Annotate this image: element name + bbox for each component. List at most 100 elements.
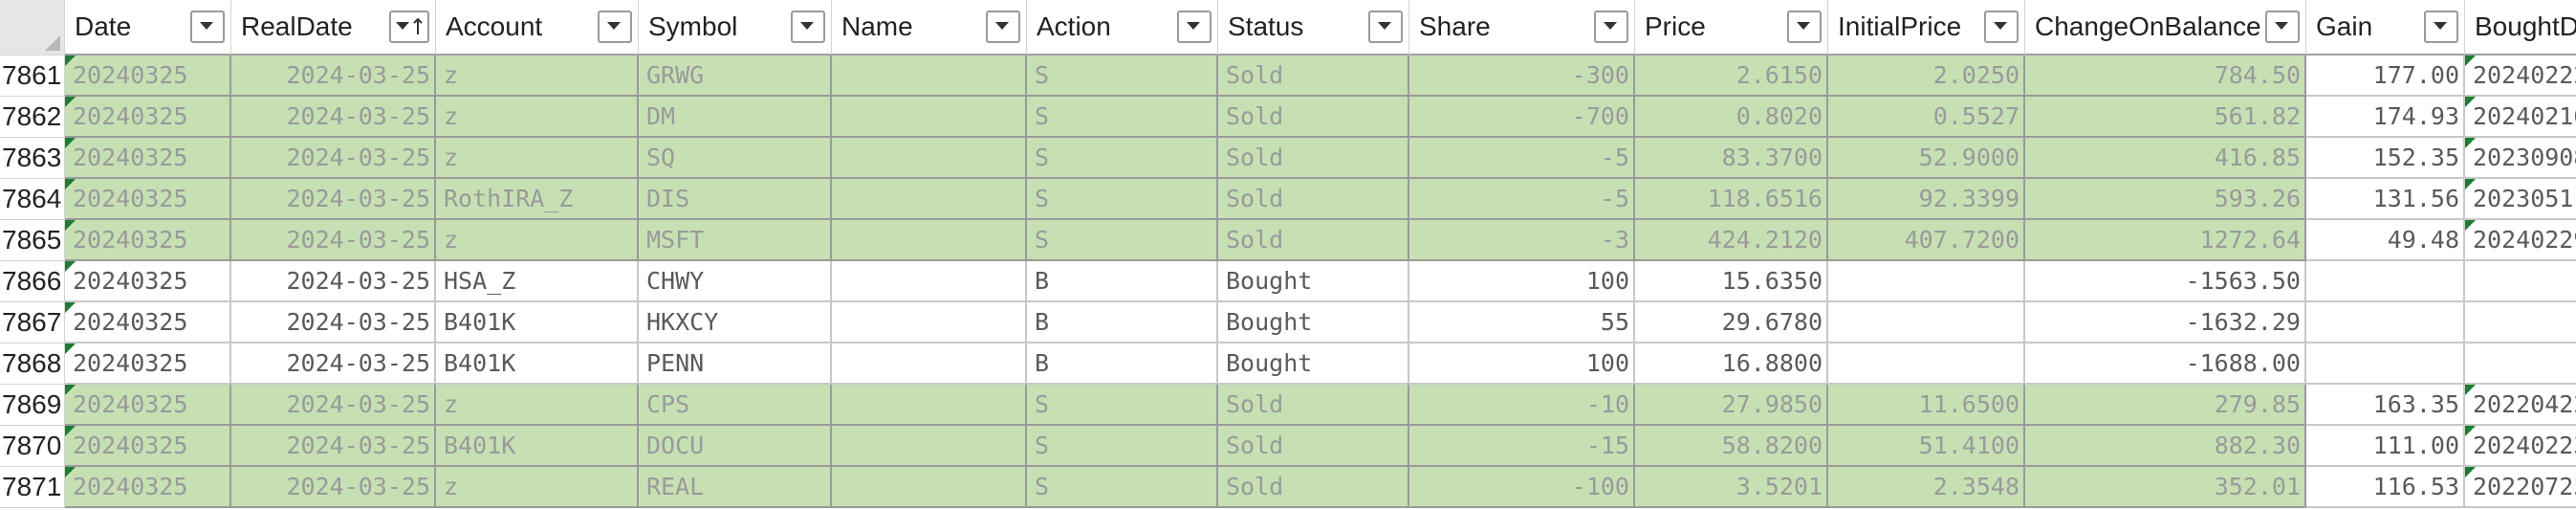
cell-share[interactable]: -3 [1409, 220, 1635, 261]
cell-share[interactable]: 55 [1409, 302, 1635, 344]
cell-initialprice[interactable]: 0.5527 [1828, 97, 2025, 138]
cell-price[interactable]: 15.6350 [1635, 261, 1828, 302]
cell-share[interactable]: -15 [1409, 426, 1635, 467]
cell-action[interactable]: S [1027, 179, 1218, 220]
cell-date[interactable]: 20240325 [65, 467, 231, 508]
row-number[interactable]: 7867 [0, 302, 65, 344]
cell-changeonbalance[interactable]: -1688.00 [2025, 344, 2306, 385]
cell-initialprice[interactable]: 2.3548 [1828, 467, 2025, 508]
cell-date[interactable]: 20240325 [65, 97, 231, 138]
cell-initialprice[interactable]: 11.6500 [1828, 385, 2025, 426]
cell-status[interactable]: Bought [1218, 302, 1409, 344]
cell-action[interactable]: S [1027, 138, 1218, 179]
column-header-realdate[interactable]: RealDate [231, 0, 436, 55]
cell-name[interactable] [832, 138, 1027, 179]
cell-changeonbalance[interactable]: 352.01 [2025, 467, 2306, 508]
cell-boughtdate[interactable]: 20240222 [2465, 55, 2576, 97]
cell-status[interactable]: Sold [1218, 55, 1409, 97]
row-number[interactable]: 7862 [0, 97, 65, 138]
cell-name[interactable] [832, 97, 1027, 138]
cell-gain[interactable]: 163.35 [2306, 385, 2465, 426]
cell-symbol[interactable]: MSFT [639, 220, 832, 261]
cell-status[interactable]: Sold [1218, 220, 1409, 261]
cell-action[interactable]: S [1027, 220, 1218, 261]
cell-name[interactable] [832, 385, 1027, 426]
cell-symbol[interactable]: GRWG [639, 55, 832, 97]
row-number[interactable]: 7871 [0, 467, 65, 508]
cell-initialprice[interactable] [1828, 344, 2025, 385]
select-all-corner[interactable] [0, 0, 65, 55]
cell-symbol[interactable]: DM [639, 97, 832, 138]
cell-boughtdate[interactable]: 20220725 [2465, 467, 2576, 508]
cell-boughtdate[interactable] [2465, 344, 2576, 385]
cell-account[interactable]: z [436, 55, 639, 97]
cell-symbol[interactable]: CPS [639, 385, 832, 426]
cell-action[interactable]: B [1027, 261, 1218, 302]
column-header-status[interactable]: Status [1218, 0, 1409, 55]
cell-realdate[interactable]: 2024-03-25 [231, 426, 436, 467]
cell-changeonbalance[interactable]: 593.26 [2025, 179, 2306, 220]
cell-status[interactable]: Sold [1218, 385, 1409, 426]
filter-dropdown-icon[interactable] [1177, 11, 1212, 43]
cell-share[interactable]: -300 [1409, 55, 1635, 97]
cell-changeonbalance[interactable]: 784.50 [2025, 55, 2306, 97]
cell-price[interactable]: 83.3700 [1635, 138, 1828, 179]
cell-status[interactable]: Sold [1218, 426, 1409, 467]
cell-status[interactable]: Bought [1218, 344, 1409, 385]
cell-share[interactable]: -5 [1409, 179, 1635, 220]
cell-name[interactable] [832, 302, 1027, 344]
cell-action[interactable]: B [1027, 302, 1218, 344]
cell-account[interactable]: z [436, 138, 639, 179]
cell-price[interactable]: 29.6780 [1635, 302, 1828, 344]
cell-price[interactable]: 2.6150 [1635, 55, 1828, 97]
cell-action[interactable]: S [1027, 467, 1218, 508]
cell-realdate[interactable]: 2024-03-25 [231, 220, 436, 261]
cell-symbol[interactable]: HKXCY [639, 302, 832, 344]
cell-name[interactable] [832, 344, 1027, 385]
cell-boughtdate[interactable] [2465, 302, 2576, 344]
cell-initialprice[interactable]: 92.3399 [1828, 179, 2025, 220]
cell-boughtdate[interactable]: 20240216 [2465, 97, 2576, 138]
cell-share[interactable]: 100 [1409, 344, 1635, 385]
cell-changeonbalance[interactable]: 882.30 [2025, 426, 2306, 467]
cell-price[interactable]: 27.9850 [1635, 385, 1828, 426]
cell-date[interactable]: 20240325 [65, 261, 231, 302]
cell-realdate[interactable]: 2024-03-25 [231, 97, 436, 138]
cell-account[interactable]: B401K [436, 426, 639, 467]
column-header-name[interactable]: Name [832, 0, 1027, 55]
cell-gain[interactable]: 131.56 [2306, 179, 2465, 220]
cell-boughtdate[interactable]: 20230511 [2465, 179, 2576, 220]
filter-dropdown-icon[interactable] [1984, 11, 2019, 43]
cell-date[interactable]: 20240325 [65, 220, 231, 261]
cell-boughtdate[interactable]: 20220422 [2465, 385, 2576, 426]
cell-action[interactable]: S [1027, 97, 1218, 138]
cell-symbol[interactable]: DOCU [639, 426, 832, 467]
cell-gain[interactable]: 111.00 [2306, 426, 2465, 467]
cell-date[interactable]: 20240325 [65, 344, 231, 385]
row-number[interactable]: 7863 [0, 138, 65, 179]
cell-changeonbalance[interactable]: -1632.29 [2025, 302, 2306, 344]
cell-initialprice[interactable]: 2.0250 [1828, 55, 2025, 97]
cell-share[interactable]: -700 [1409, 97, 1635, 138]
cell-price[interactable]: 58.8200 [1635, 426, 1828, 467]
cell-changeonbalance[interactable]: 416.85 [2025, 138, 2306, 179]
sort-filter-dropdown-icon[interactable] [389, 11, 429, 43]
cell-realdate[interactable]: 2024-03-25 [231, 261, 436, 302]
cell-price[interactable]: 118.6516 [1635, 179, 1828, 220]
cell-initialprice[interactable]: 52.9000 [1828, 138, 2025, 179]
column-header-action[interactable]: Action [1027, 0, 1218, 55]
cell-status[interactable]: Sold [1218, 179, 1409, 220]
filter-dropdown-icon[interactable] [2424, 11, 2458, 43]
row-number[interactable]: 7870 [0, 426, 65, 467]
cell-date[interactable]: 20240325 [65, 138, 231, 179]
cell-date[interactable]: 20240325 [65, 385, 231, 426]
filter-dropdown-icon[interactable] [190, 11, 225, 43]
filter-dropdown-icon[interactable] [598, 11, 632, 43]
cell-name[interactable] [832, 426, 1027, 467]
cell-initialprice[interactable] [1828, 302, 2025, 344]
cell-gain[interactable] [2306, 261, 2465, 302]
row-number[interactable]: 7866 [0, 261, 65, 302]
cell-action[interactable]: S [1027, 426, 1218, 467]
cell-action[interactable]: S [1027, 55, 1218, 97]
cell-gain[interactable]: 174.93 [2306, 97, 2465, 138]
